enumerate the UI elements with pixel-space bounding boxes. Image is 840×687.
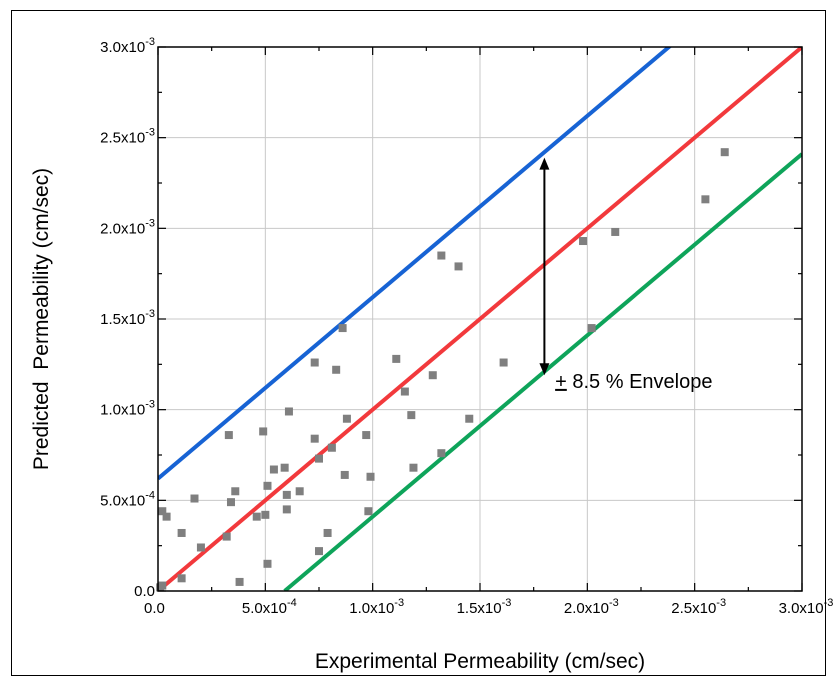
reference-line (158, 47, 673, 481)
envelope-arrow (539, 157, 550, 376)
data-point (280, 463, 289, 472)
data-point (282, 490, 291, 499)
data-point (392, 354, 401, 363)
data-point (364, 507, 373, 516)
data-point (315, 454, 323, 463)
data-point (158, 507, 167, 516)
data-point (295, 487, 304, 496)
x-tick-label: 1.5x10-3 (457, 597, 512, 617)
data-point (177, 574, 186, 583)
data-point (226, 498, 235, 507)
data-point (323, 528, 332, 537)
data-point (366, 472, 375, 481)
x-tick-label: 5.0x10-4 (242, 597, 297, 617)
data-point (177, 528, 186, 537)
data-point (362, 431, 371, 440)
plus-minus-symbol: + (555, 371, 567, 393)
data-point (327, 443, 336, 452)
y-tick-label: 1.0x10-3 (100, 399, 155, 419)
data-point (162, 512, 171, 521)
data-point (437, 449, 446, 458)
data-point (252, 512, 261, 521)
envelope-label: 8.5 % Envelope (567, 371, 713, 393)
data-point (235, 577, 244, 586)
arrow-head-down (539, 363, 550, 376)
data-point (261, 510, 270, 519)
data-point (332, 365, 341, 374)
data-points (156, 148, 729, 592)
data-point (720, 148, 729, 157)
x-tick-label: 0.0 (144, 600, 165, 617)
data-point (579, 237, 588, 246)
y-tick-label: 3.0x10-3 (100, 36, 155, 56)
data-point (701, 195, 710, 204)
data-point (190, 494, 199, 503)
x-tick-label: 2.0x10-3 (564, 597, 619, 617)
x-tick-label: 2.5x10-3 (671, 597, 726, 617)
y-tick-label: 5.0x10-4 (100, 489, 155, 509)
data-point (259, 427, 268, 436)
axis-ticks (157, 46, 803, 592)
x-tick-label: 3.0x10-3 (779, 597, 834, 617)
data-point (437, 251, 446, 260)
arrow-head-up (539, 157, 550, 170)
y-tick-labels: 0.0 5.0x10-4 1.0x10-3 1.5x10-3 2.0x10-3 2.5x1… (100, 36, 155, 600)
data-point (338, 324, 347, 333)
data-point (315, 547, 323, 556)
data-point (196, 543, 205, 552)
data-point (407, 411, 416, 420)
data-point (587, 324, 596, 333)
data-point (342, 414, 351, 423)
x-axis-title: Experimental Permeability (cm/sec) (315, 650, 645, 673)
data-point (224, 431, 233, 440)
envelope-annotation: + 8.5 % Envelope (555, 371, 712, 393)
data-point (231, 487, 240, 496)
y-tick-label: 1.5x10-3 (100, 308, 155, 328)
reference-line (158, 47, 802, 591)
data-point (282, 505, 291, 514)
y-tick-label: 2.5x10-3 (100, 127, 155, 147)
data-point (428, 371, 437, 380)
y-tick-label: 0.0 (134, 583, 155, 600)
data-point (499, 358, 508, 367)
data-point (222, 532, 231, 541)
data-point (310, 358, 319, 367)
data-point (284, 407, 293, 416)
data-point (400, 387, 409, 396)
x-tick-labels: 0.0 5.0x10-4 1.0x10-3 1.5x10-3 2.0x10-3 2.5x1… (144, 597, 833, 617)
chart-frame (11, 10, 826, 676)
x-tick-label: 1.0x10-3 (349, 597, 404, 617)
data-point (409, 463, 418, 472)
data-point (158, 581, 167, 590)
data-point (465, 414, 474, 423)
data-point (269, 465, 278, 474)
data-point (611, 227, 620, 236)
data-point (454, 262, 463, 271)
y-axis-title: Predicted Permeability (cm/sec) (30, 168, 53, 470)
y-tick-label: 2.0x10-3 (100, 217, 155, 237)
data-point (340, 470, 349, 479)
data-point (263, 559, 272, 568)
data-point (263, 481, 272, 490)
data-point (310, 434, 319, 443)
